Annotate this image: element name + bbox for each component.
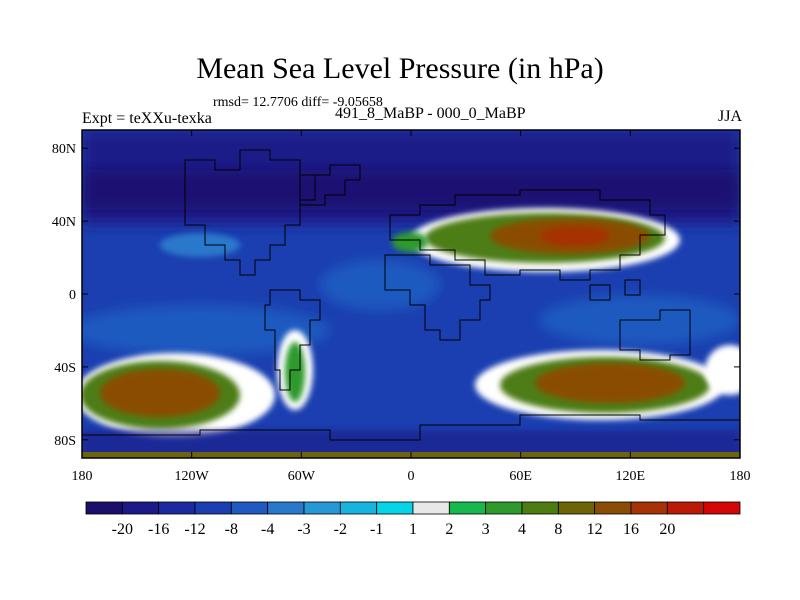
asia-high-peak [540,226,610,246]
europe-high [392,232,428,252]
samerica-high-core [285,342,305,402]
colorbar-label: 3 [482,521,490,538]
antarctica-outline [82,414,740,441]
colorbar-swatch [485,501,523,515]
continent-outlines [82,149,740,441]
x-tick-label: 120W [175,469,210,484]
colorbar-label: 4 [518,521,526,538]
colorbar-swatch [339,501,378,515]
colorbar-swatch [194,501,232,515]
colorbar-swatch [703,501,741,515]
colorbar-swatch [448,501,487,515]
africa-outline [384,254,491,341]
season-label: JJA [717,108,742,125]
colorbar-label: -2 [334,521,347,538]
y-tick-label: 80N [52,142,76,157]
australia-outline [619,309,691,361]
colorbar-swatch [412,501,450,515]
axis-ticks: 180 120W 60W 0 60E 120E 180 80N 40N 0 40S 80S [52,130,751,484]
chart-title: Mean Sea Level Pressure (in hPa) [196,52,604,85]
x-tick-label: 60W [288,469,316,484]
field-north-core [82,170,740,210]
colorbar-label: -20 [112,521,133,538]
spacific-high-core [100,369,220,417]
experiment-label: Expt = teXXu-texka [82,110,212,127]
colorbar-swatch [630,501,668,515]
colorbar-label: -4 [261,521,274,538]
x-tick-label: 180 [72,469,93,484]
colorbar-label: -12 [184,521,205,538]
colorbar-swatch [85,501,123,515]
stats-text: rmsd= 12.7706 diff= -9.05658 [213,95,383,110]
field-caribbean [160,233,240,257]
colorbar-swatch [666,501,705,515]
colorbar-swatch [557,501,596,515]
sindian-high-core [535,363,685,403]
colorbar-label: 20 [659,521,675,538]
x-tick-label: 60E [509,469,532,484]
colorbar-label: 2 [445,521,453,538]
greenland-outline [299,164,361,206]
colorbar-label: 1 [409,521,417,538]
x-tick-label: 180 [730,469,751,484]
pressure-field [82,130,740,458]
eurasia-outline [389,189,666,281]
colorbar-label: -8 [225,521,238,538]
y-tick-label: 40S [54,361,76,376]
colorbar-label: -16 [148,521,169,538]
colorbar-label: -3 [297,521,310,538]
colorbar-swatch [158,501,196,515]
south-america-outline [264,289,321,391]
colorbar-swatch [521,501,559,515]
colorbar-swatch [267,501,305,515]
colorbar-label: 16 [623,521,639,538]
y-tick-label: 0 [69,288,76,303]
colorbar-label: -1 [370,521,383,538]
colorbar-label: 8 [554,521,562,538]
colorbar-swatch [230,501,269,515]
y-tick-label: 40N [52,215,76,230]
colorbar: -20 -16 -12 -8 -4 -3 -2 -1 1 2 3 4 8 12 16 20 [85,501,741,538]
chart-subtitle: 491_8_MaBP - 000_0_MaBP [335,105,526,122]
colorbar-swatch [303,501,341,515]
colorbar-swatch [594,501,632,515]
y-tick-label: 80S [54,434,76,449]
north-america-outline [184,149,316,276]
x-tick-label: 120E [616,469,646,484]
east-high-outer [705,345,740,395]
colorbar-label: 12 [587,521,603,538]
field-atlantic [320,260,440,310]
field-pacific-mid [82,305,330,355]
colorbar-swatch [121,501,160,515]
x-tick-label: 0 [408,469,415,484]
colorbar-swatch [376,501,414,515]
maritime-outline [589,279,641,301]
